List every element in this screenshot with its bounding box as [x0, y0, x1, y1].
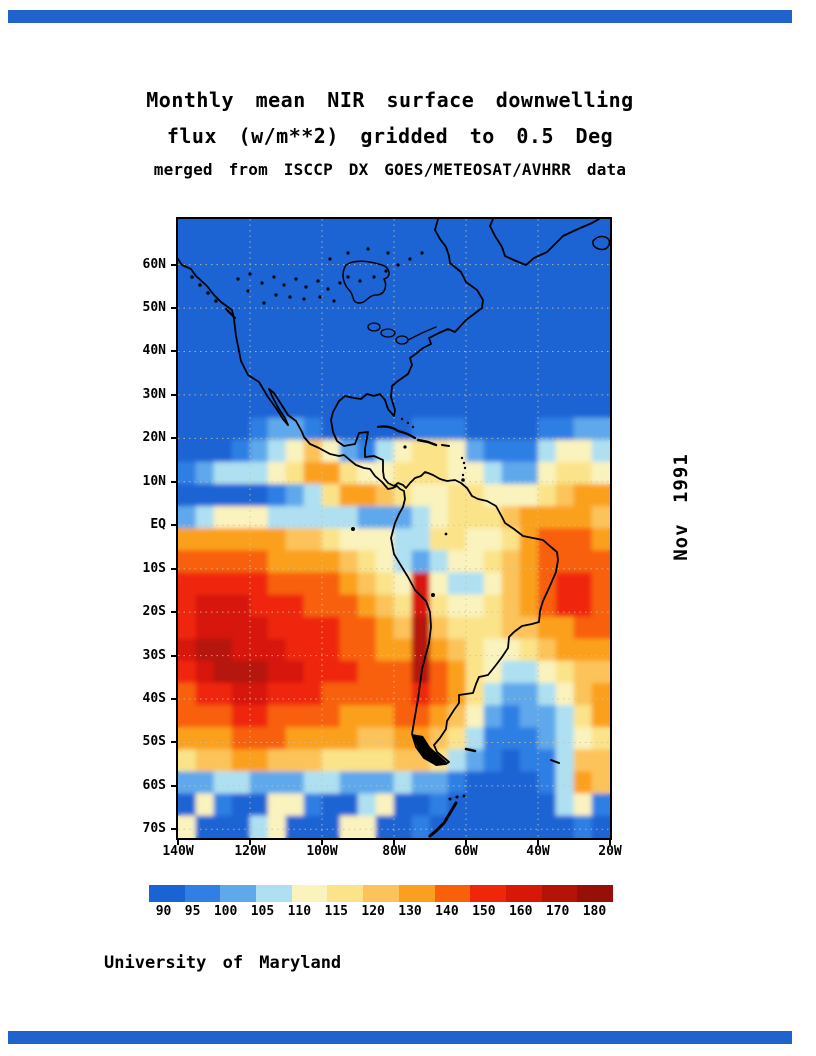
- lat-tick-label: EQ: [150, 517, 166, 533]
- coastline-iceland: [592, 235, 610, 251]
- lat-tick-label: 30N: [142, 386, 166, 402]
- coastline-layer: [178, 219, 610, 838]
- lat-tick: [171, 784, 178, 787]
- top-accent-bar: [8, 10, 792, 23]
- island-south-georgia: [550, 759, 560, 764]
- island-hispaniola: [416, 438, 438, 447]
- lon-tick-label: 80W: [382, 844, 406, 859]
- figure-title-line1: Monthly mean NIR surface downwelling: [146, 88, 634, 112]
- lat-tick: [171, 611, 178, 614]
- island-cuba: [376, 425, 417, 440]
- river-st-lawrence: [407, 326, 437, 341]
- colorbar-value-label: 140: [435, 904, 459, 919]
- antarctic-peninsula: [428, 801, 458, 838]
- lat-tick-label: 10S: [142, 560, 166, 576]
- lat-tick: [171, 393, 178, 396]
- lat-tick-label: 50S: [142, 734, 166, 750]
- lon-tick: [609, 838, 611, 845]
- lon-tick: [537, 838, 539, 845]
- colorbar-value-label: 90: [155, 904, 172, 919]
- lon-tick-label: 140W: [162, 844, 194, 859]
- island-vancouver: [225, 308, 236, 319]
- colorbar-cell: [577, 885, 613, 902]
- colorbar-cell: [149, 885, 185, 902]
- colorbar-value-label: 110: [287, 904, 312, 919]
- lat-tick: [171, 567, 178, 570]
- lat-tick: [171, 698, 178, 700]
- colorbar-value-label: 120: [361, 904, 385, 919]
- colorbar-cell: [184, 885, 221, 902]
- lon-tick-label: 40W: [526, 844, 550, 859]
- colorbar-cell: [541, 885, 578, 902]
- latlon-gridlines: [178, 219, 610, 838]
- colorbar-value-label: 105: [250, 904, 275, 919]
- lat-tick-label: 40S: [142, 691, 166, 706]
- lat-tick: [171, 828, 178, 831]
- colorbar-value-label: 130: [398, 904, 422, 919]
- lat-tick: [171, 654, 178, 657]
- bottom-accent-bar: [8, 1031, 792, 1044]
- colorbar-value-label: 170: [545, 904, 570, 919]
- lat-tick: [171, 480, 178, 483]
- lat-tick-label: 20N: [142, 430, 166, 446]
- flux-heatmap-svg: [178, 219, 610, 838]
- lon-tick: [321, 838, 323, 845]
- lat-tick: [171, 350, 178, 353]
- colorbar-value-label: 160: [508, 904, 533, 919]
- lat-tick: [171, 524, 178, 527]
- lat-tick-label: 40N: [142, 343, 166, 359]
- lat-tick: [171, 263, 178, 266]
- lon-tick-label: 100W: [306, 844, 338, 859]
- flux-raster-soft-layer: [178, 219, 610, 838]
- lat-tick-label: 70S: [142, 821, 166, 837]
- colorbar-value-label: 115: [324, 904, 348, 919]
- colorbar-value-label: 180: [582, 904, 607, 919]
- figure-title-line2: flux (w/m**2) gridded to 0.5 Deg: [166, 124, 614, 148]
- lat-tick-label: 60S: [142, 777, 166, 793]
- lat-tick: [171, 307, 178, 310]
- landmass-tierra-del-fuego: [412, 734, 448, 766]
- date-side-label: Nov 1991: [670, 453, 692, 561]
- colorbar-value-label: 150: [472, 904, 496, 919]
- colorbar-cell: [363, 885, 399, 902]
- lat-tick: [171, 741, 178, 744]
- lat-tick-label: 20S: [142, 604, 166, 620]
- lon-tick: [177, 838, 179, 845]
- colorbar-value-label: 100: [213, 904, 238, 919]
- lon-tick-label: 20W: [598, 844, 622, 859]
- colorbar-value-label: 95: [184, 904, 201, 919]
- lat-tick-label: 30S: [142, 647, 166, 663]
- island-puerto-rico: [441, 444, 450, 447]
- colorbar-cell: [398, 885, 435, 902]
- lat-tick-label: 50N: [142, 300, 166, 316]
- credit-text: University of Maryland: [104, 953, 342, 973]
- map-plot-area: [176, 217, 612, 840]
- colorbar-cell: [470, 885, 506, 902]
- colorbar-cell: [505, 885, 542, 902]
- colorbar-cell: [256, 885, 292, 902]
- colorbar-cell: [434, 885, 471, 902]
- lat-tick: [171, 437, 178, 440]
- coastline-americas: [178, 219, 559, 766]
- coastline-hudson-bay: [342, 260, 390, 304]
- lon-tick-label: 60W: [454, 844, 478, 859]
- lon-tick: [249, 838, 251, 845]
- lon-tick: [393, 838, 395, 845]
- colorbar: [149, 885, 613, 902]
- colorbar-cell: [291, 885, 328, 902]
- island-falklands: [464, 747, 477, 753]
- coastline-greenland: [489, 219, 600, 266]
- small-islands-and-lakes: [190, 247, 467, 801]
- colorbar-cell: [220, 885, 257, 902]
- colorbar-labels: 90 95 100 105 110 115 120 130 140 150 160 170 180: [149, 904, 613, 919]
- lon-tick: [465, 838, 467, 845]
- lat-tick-label: 60N: [142, 256, 166, 272]
- lon-tick-label: 120W: [234, 844, 266, 859]
- colorbar-cell: [327, 885, 364, 902]
- figure-subtitle: merged from ISCCP DX GOES/METEOSAT/AVHRR…: [153, 160, 627, 179]
- lat-tick-label: 10N: [142, 473, 166, 489]
